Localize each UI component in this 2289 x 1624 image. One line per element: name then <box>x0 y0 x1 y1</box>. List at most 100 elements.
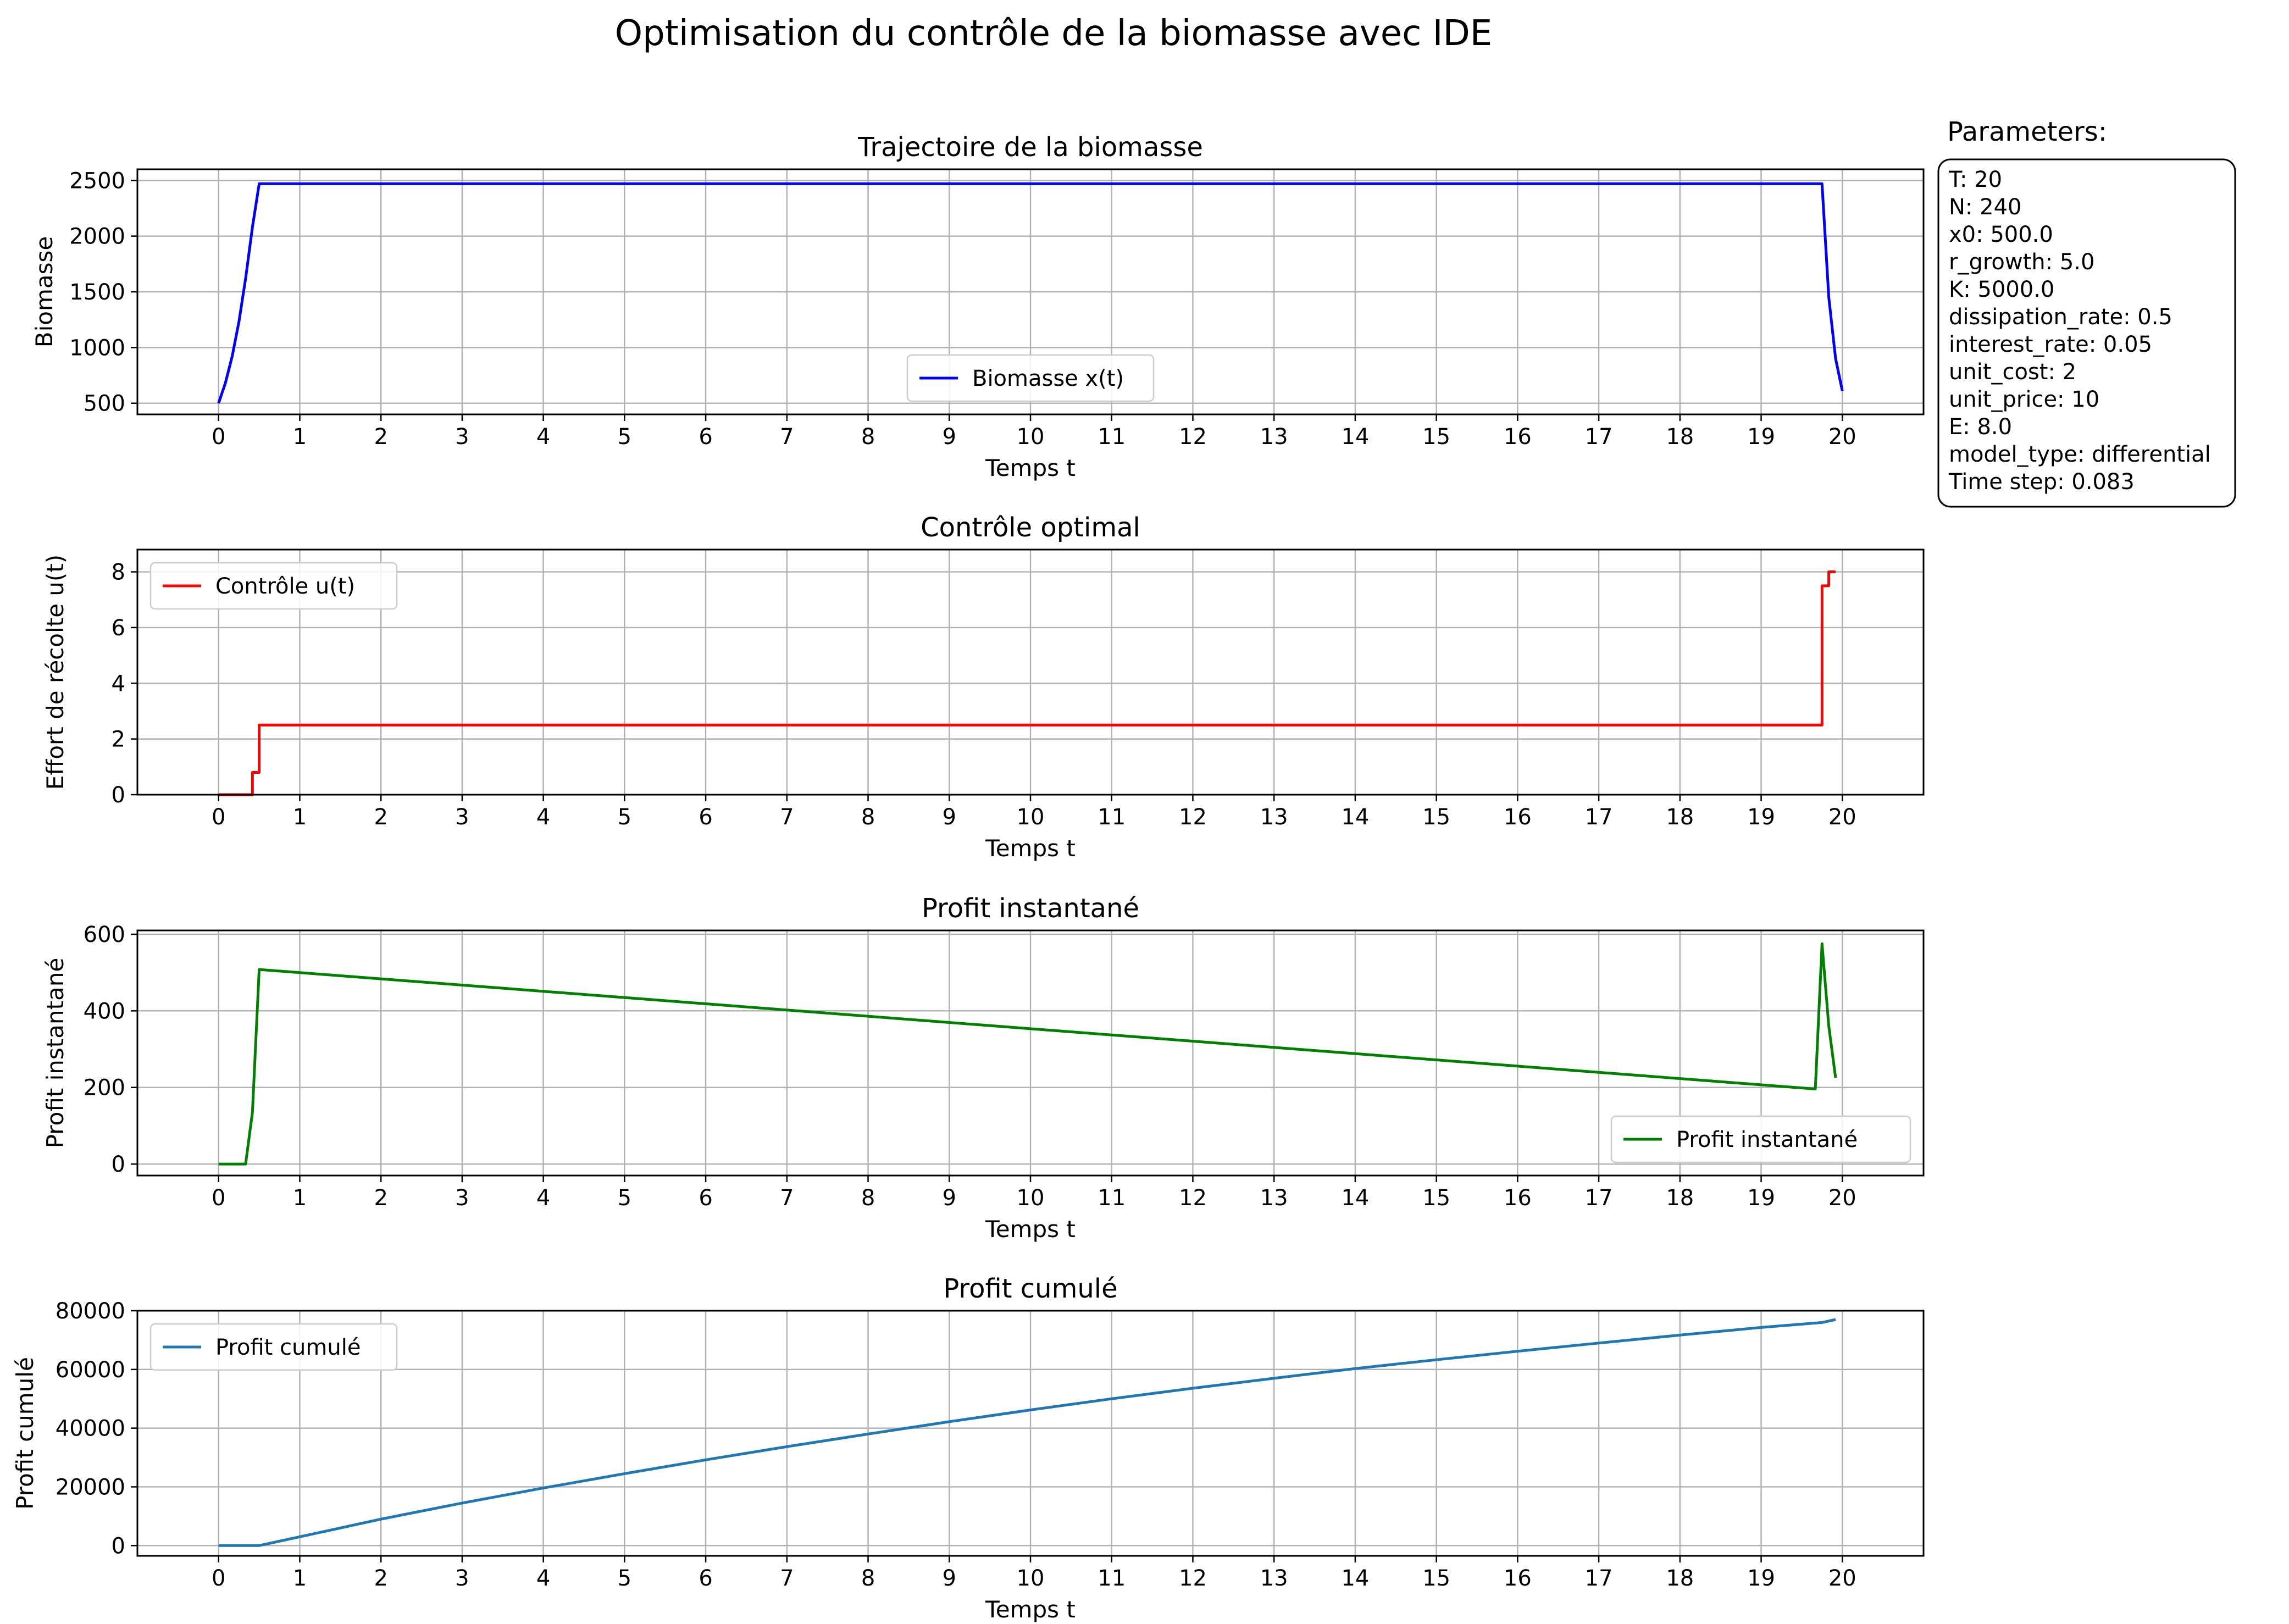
controle-optimal-legend: Contrôle u(t) <box>149 562 398 610</box>
x-tick-label: 6 <box>699 1566 712 1591</box>
x-tick-label: 6 <box>699 424 712 450</box>
x-tick-label: 19 <box>1747 424 1775 450</box>
x-tick-label: 18 <box>1666 1566 1694 1591</box>
controle-optimal-plot: 0 1 2 3 4 5 6 7 8 9 10 11 12 13 14 15 16 17 18 19 2002468Con… <box>42 512 1925 862</box>
y-tick-label: 500 <box>84 391 125 417</box>
x-tick-label: 7 <box>780 1185 794 1211</box>
x-tick-label: 12 <box>1179 1566 1207 1591</box>
x-tick-label: 10 <box>1017 805 1045 830</box>
x-tick-label: 11 <box>1098 1566 1126 1591</box>
y-tick-label: 2000 <box>69 224 125 250</box>
parameter-line: r_growth: 5.0 <box>1949 250 2094 275</box>
x-tick-label: 11 <box>1098 805 1126 830</box>
x-tick-label: 20 <box>1828 1566 1856 1591</box>
x-tick-label: 16 <box>1504 1566 1532 1591</box>
biomasse-x-t-line <box>217 182 1844 404</box>
x-tick-label: 14 <box>1341 424 1369 450</box>
legend-frame <box>1610 1115 1911 1163</box>
y-tick-label: 400 <box>84 999 125 1024</box>
y-tick-label: 200 <box>84 1076 125 1101</box>
x-tick-label: 20 <box>1828 1185 1856 1211</box>
x-tick-label: 4 <box>536 1185 550 1211</box>
parameter-line: unit_cost: 2 <box>1949 359 2076 385</box>
profit-instantane-title: Profit instantané <box>922 893 1139 924</box>
legend-label: Contrôle u(t) <box>215 574 355 599</box>
y-tick-label: 8 <box>112 560 125 585</box>
x-tick-label: 4 <box>536 805 550 830</box>
profit-instantane-plot: 0 1 2 3 4 5 6 7 8 9 10 11 12 13 14 15 16 17 18 19 2002004006… <box>42 893 1925 1243</box>
trajectoire-de-la-biomasse-title: Trajectoire de la biomasse <box>857 132 1203 163</box>
x-tick-label: 8 <box>861 1185 875 1211</box>
x-tick-label: 2 <box>374 805 387 830</box>
profit-instantane-legend: Profit instantané <box>1610 1115 1911 1163</box>
x-tick-label: 5 <box>618 1185 631 1211</box>
x-tick-label: 18 <box>1666 1185 1694 1211</box>
subplots: 0 1 2 3 4 5 6 7 8 9 10 11 12 13 14 15 16 17 18 19 2050010001… <box>12 132 1925 1623</box>
profit-instantane-x-axis-label: Temps t <box>985 1216 1076 1243</box>
x-tick-label: 17 <box>1585 1185 1613 1211</box>
legend-label: Profit instantané <box>1676 1127 1858 1152</box>
x-tick-label: 5 <box>618 1566 631 1591</box>
profit-cumule-y-axis-label: Profit cumulé <box>12 1357 38 1510</box>
x-tick-label: 20 <box>1828 424 1856 450</box>
x-tick-label: 1 <box>293 805 307 830</box>
x-tick-label: 0 <box>212 805 225 830</box>
legend-frame <box>149 1323 398 1371</box>
x-tick-label: 6 <box>699 805 712 830</box>
x-tick-label: 2 <box>374 424 387 450</box>
x-tick-label: 14 <box>1341 805 1369 830</box>
x-tick-label: 16 <box>1504 1185 1532 1211</box>
x-tick-label: 3 <box>455 1566 469 1591</box>
x-tick-label: 20 <box>1828 805 1856 830</box>
legend-frame <box>149 562 398 610</box>
y-tick-label: 40000 <box>56 1416 125 1442</box>
x-tick-label: 18 <box>1666 805 1694 830</box>
x-tick-label: 4 <box>536 424 550 450</box>
trajectoire-de-la-biomasse-y-axis-label: Biomasse <box>31 236 58 347</box>
profit-cumule-legend: Profit cumulé <box>149 1323 398 1371</box>
x-tick-label: 16 <box>1504 805 1532 830</box>
x-tick-label: 7 <box>780 1566 794 1591</box>
x-tick-label: 0 <box>212 1185 225 1211</box>
x-tick-label: 8 <box>861 1566 875 1591</box>
y-tick-label: 0 <box>112 783 125 808</box>
y-tick-label: 20000 <box>56 1475 125 1500</box>
y-tick-label: 4 <box>112 671 125 696</box>
controle-optimal-y-axis-label: Effort de récolte u(t) <box>42 555 69 790</box>
x-tick-label: 0 <box>212 424 225 450</box>
x-tick-label: 4 <box>536 1566 550 1591</box>
x-tick-label: 1 <box>293 1185 307 1211</box>
y-tick-label: 60000 <box>56 1357 125 1383</box>
profit-cumule-title: Profit cumulé <box>943 1273 1117 1304</box>
x-tick-label: 14 <box>1341 1185 1369 1211</box>
x-tick-label: 13 <box>1260 1185 1288 1211</box>
x-tick-label: 19 <box>1747 1566 1775 1591</box>
parameter-line: Time step: 0.083 <box>1948 469 2135 495</box>
x-tick-label: 8 <box>861 805 875 830</box>
x-tick-label: 15 <box>1422 1566 1450 1591</box>
x-tick-label: 10 <box>1017 1566 1045 1591</box>
trajectoire-de-la-biomasse-legend: Biomasse x(t) <box>906 354 1155 402</box>
y-tick-label: 0 <box>112 1152 125 1177</box>
y-tick-label: 1000 <box>69 335 125 361</box>
y-tick-label: 2 <box>112 727 125 752</box>
x-tick-label: 10 <box>1017 1185 1045 1211</box>
x-tick-label: 3 <box>455 424 469 450</box>
x-tick-label: 3 <box>455 805 469 830</box>
x-tick-label: 12 <box>1179 1185 1207 1211</box>
y-tick-label: 80000 <box>56 1299 125 1324</box>
x-tick-label: 9 <box>943 805 956 830</box>
x-tick-label: 13 <box>1260 1566 1288 1591</box>
x-tick-label: 7 <box>780 805 794 830</box>
figure-title: Optimisation du contrôle de la biomasse … <box>615 13 1492 54</box>
profit-instantane-line <box>218 942 1837 1166</box>
x-tick-label: 16 <box>1504 424 1532 450</box>
x-tick-label: 3 <box>455 1185 469 1211</box>
x-tick-label: 1 <box>293 424 307 450</box>
x-tick-label: 15 <box>1422 805 1450 830</box>
trajectoire-de-la-biomasse-plot: 0 1 2 3 4 5 6 7 8 9 10 11 12 13 14 15 16 17 18 19 2050010001… <box>31 132 1925 481</box>
x-tick-label: 5 <box>618 805 631 830</box>
y-tick-label: 2500 <box>69 168 125 193</box>
